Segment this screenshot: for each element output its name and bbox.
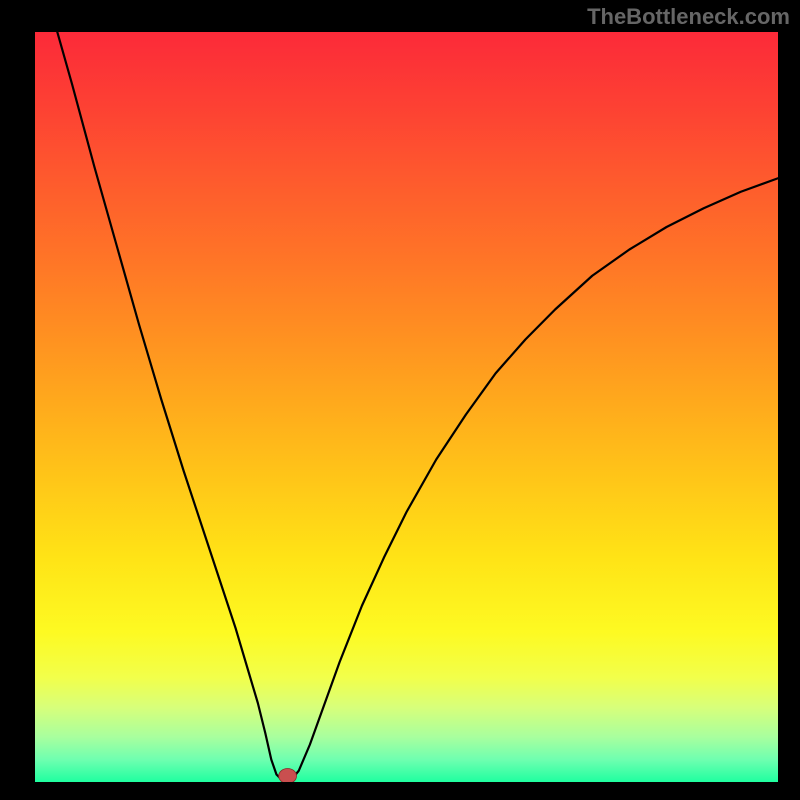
- watermark-text: TheBottleneck.com: [587, 4, 790, 30]
- chart-container: TheBottleneck.com: [0, 0, 800, 800]
- marker-dot: [279, 769, 297, 783]
- chart-svg: [35, 32, 778, 782]
- chart-background: [35, 32, 778, 782]
- plot-area: [35, 32, 778, 782]
